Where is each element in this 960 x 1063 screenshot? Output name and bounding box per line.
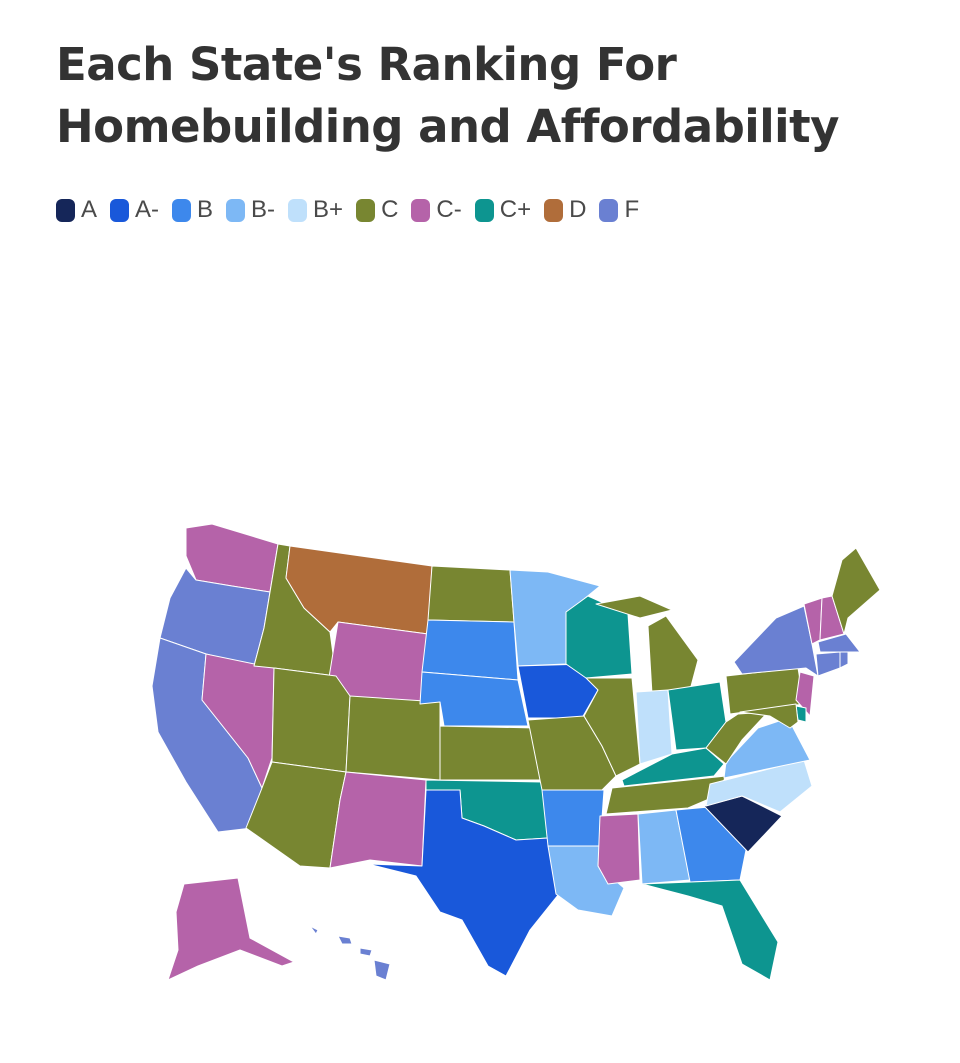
- legend-item-c-plus: C+: [474, 196, 532, 224]
- legend: A A- B B- B+ C C- C+ D F: [56, 196, 652, 224]
- legend-item-a: A: [56, 196, 97, 224]
- legend-swatch: [599, 198, 619, 222]
- legend-item-b-plus: B+: [288, 196, 343, 224]
- legend-swatch: [226, 198, 246, 222]
- legend-item-c-minus: C-: [411, 196, 462, 224]
- state-nj[interactable]: [795, 671, 815, 717]
- legend-label: B+: [313, 196, 344, 223]
- state-ut[interactable]: [271, 667, 351, 773]
- legend-label: D: [569, 196, 587, 223]
- legend-label: C: [381, 196, 399, 223]
- legend-swatch: [288, 198, 308, 222]
- legend-label: C+: [499, 196, 532, 223]
- legend-label: F: [624, 196, 640, 223]
- legend-swatch: [411, 198, 431, 222]
- legend-label: C-: [436, 196, 462, 223]
- legend-item-b: B: [172, 196, 213, 224]
- state-ct[interactable]: [815, 651, 841, 677]
- state-me[interactable]: [831, 547, 881, 635]
- state-ks[interactable]: [439, 725, 543, 781]
- legend-item-b-minus: B-: [226, 196, 275, 224]
- state-fl[interactable]: [641, 879, 779, 981]
- state-nm[interactable]: [329, 771, 427, 869]
- state-sd[interactable]: [421, 619, 519, 681]
- legend-label: A: [81, 196, 98, 223]
- state-nd[interactable]: [427, 565, 515, 623]
- state-in[interactable]: [635, 689, 673, 765]
- legend-swatch: [110, 198, 130, 222]
- state-ri[interactable]: [839, 651, 849, 669]
- legend-item-a-minus: A-: [110, 196, 159, 224]
- legend-swatch: [56, 198, 75, 222]
- chart-title: Each State's Ranking For Homebuilding an…: [56, 38, 839, 153]
- state-mi[interactable]: [595, 595, 699, 695]
- legend-swatch: [474, 198, 494, 222]
- state-ny[interactable]: [733, 605, 819, 677]
- state-co[interactable]: [345, 695, 441, 781]
- legend-swatch: [356, 198, 376, 222]
- legend-swatch: [172, 198, 192, 222]
- state-il[interactable]: [583, 677, 641, 777]
- state-tn[interactable]: [605, 775, 727, 815]
- state-va[interactable]: [723, 717, 811, 779]
- state-ak[interactable]: [167, 877, 295, 981]
- state-hi[interactable]: [309, 925, 391, 981]
- legend-item-c: C: [356, 196, 398, 224]
- state-ma[interactable]: [817, 633, 861, 653]
- state-ky[interactable]: [621, 747, 725, 787]
- state-ar[interactable]: [541, 789, 605, 847]
- legend-item-f: F: [599, 196, 639, 224]
- state-md[interactable]: [739, 703, 799, 729]
- state-wi[interactable]: [565, 595, 633, 679]
- legend-label: B-: [251, 196, 276, 223]
- state-ms[interactable]: [597, 813, 641, 885]
- legend-swatch: [544, 198, 564, 222]
- state-tx[interactable]: [367, 789, 563, 977]
- legend-item-d: D: [544, 196, 586, 224]
- legend-label: B: [197, 196, 214, 223]
- legend-label: A-: [135, 196, 160, 223]
